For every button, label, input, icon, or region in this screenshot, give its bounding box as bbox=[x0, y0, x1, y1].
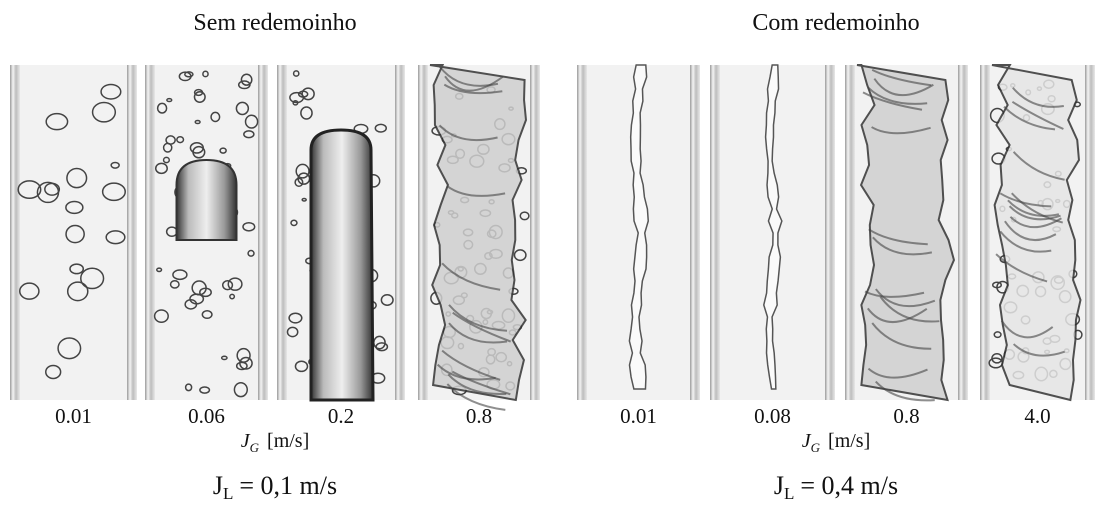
tube-wall bbox=[418, 65, 428, 400]
panel: Com redemoinho 0.01 0.08 0.8 4.0 J G [m/s] JL = 0… bbox=[577, 10, 1095, 503]
panel-title: Sem redemoinho bbox=[193, 10, 356, 36]
gas-velocity-label: 0.08 bbox=[754, 404, 791, 428]
axis-unit: [m/s] bbox=[828, 430, 870, 452]
gas-velocity-label: 0.8 bbox=[893, 404, 919, 428]
axis-label: JG[m/s] bbox=[802, 430, 871, 455]
cap-bubble bbox=[177, 160, 237, 240]
axis-unit: [m/s] bbox=[267, 430, 309, 452]
tube-wall bbox=[710, 65, 720, 400]
gas-core bbox=[857, 65, 954, 400]
tube-wall bbox=[127, 65, 137, 400]
condition-label: JL = 0,4 m/s bbox=[774, 471, 898, 503]
gas-velocity-label: 0.06 bbox=[188, 404, 225, 428]
taylor-bubble bbox=[311, 130, 373, 400]
condition-label: JL = 0,1 m/s bbox=[213, 471, 337, 503]
axis-subscript: G bbox=[250, 440, 260, 455]
tube-wall bbox=[395, 65, 405, 400]
tube-wall bbox=[958, 65, 968, 400]
tube-wall bbox=[577, 65, 587, 400]
tube-wall bbox=[845, 65, 855, 400]
gas-velocity-label: 4.0 bbox=[1024, 404, 1050, 428]
tube-background bbox=[10, 65, 137, 400]
gas-velocity-label: 0.8 bbox=[466, 404, 492, 428]
gas-core bbox=[430, 65, 526, 400]
condition-symbol: J bbox=[213, 471, 223, 500]
gas-velocity-label: 0.01 bbox=[620, 404, 657, 428]
condition-rest: = 0,1 m/s bbox=[239, 471, 337, 500]
condition-symbol: J bbox=[774, 471, 784, 500]
panel-title: Com redemoinho bbox=[752, 10, 919, 36]
tube-wall bbox=[690, 65, 700, 400]
condition-subscript: L bbox=[223, 484, 233, 503]
tube-wall bbox=[1085, 65, 1095, 400]
figure: Sem redemoinho0.010.060.20.8JG[m/s]JL= 0… bbox=[0, 0, 1105, 507]
gas-velocity-label: 0.01 bbox=[55, 404, 92, 428]
tube-wall bbox=[980, 65, 990, 400]
tube-wall bbox=[530, 65, 540, 400]
condition-subscript: L bbox=[784, 484, 794, 503]
gas-velocity-label: 0.2 bbox=[328, 404, 354, 428]
tube-wall bbox=[10, 65, 20, 400]
condition-rest: = 0,4 m/s bbox=[800, 471, 898, 500]
panel: Sem redemoinho 0.01 0.06 0.2 0.8 J G [m/s] JL = 0… bbox=[10, 10, 540, 503]
tube-wall bbox=[277, 65, 287, 400]
axis-label: JG[m/s] bbox=[241, 430, 310, 455]
tube-wall bbox=[258, 65, 268, 400]
axis-subscript: G bbox=[811, 440, 821, 455]
tube-wall bbox=[825, 65, 835, 400]
tube-wall bbox=[145, 65, 155, 400]
